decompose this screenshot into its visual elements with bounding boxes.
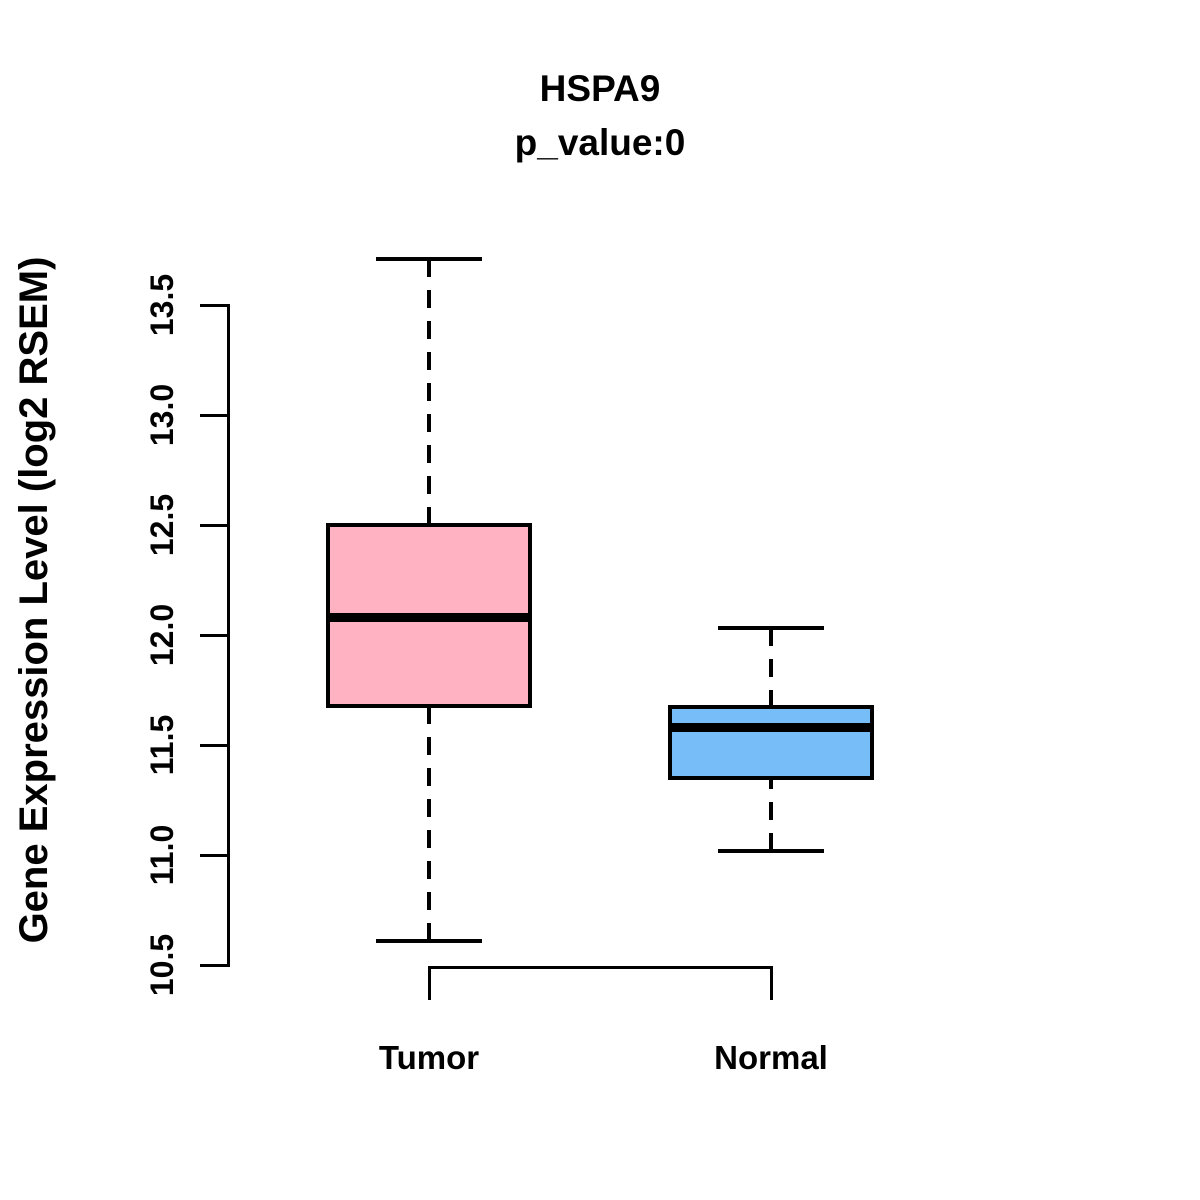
chart-title: HSPA9 <box>539 68 661 109</box>
normal-upper-whisker-line <box>769 628 773 705</box>
chart-subtitle: p_value:0 <box>514 122 686 163</box>
x-axis-tick <box>428 966 431 1000</box>
y-axis-tick <box>200 304 227 307</box>
y-axis-tick-label: 11.0 <box>144 824 180 886</box>
y-axis-label: Gene Expression Level (log2 RSEM) <box>12 256 56 944</box>
y-axis-tick-label: 11.5 <box>144 714 180 776</box>
x-axis-tick <box>770 966 773 1000</box>
tumor-upper-whisker-cap <box>376 257 482 261</box>
y-axis-tick-label: 10.5 <box>144 933 180 997</box>
y-axis-line <box>227 304 230 967</box>
x-axis-line <box>428 966 773 969</box>
y-axis-tick-label: 12.5 <box>144 493 180 557</box>
normal-lower-whisker-line <box>769 780 773 851</box>
y-axis-tick <box>200 414 227 417</box>
y-axis-tick <box>200 634 227 637</box>
y-axis-tick <box>200 524 227 527</box>
tumor-upper-whisker-line <box>427 259 431 523</box>
y-axis-tick <box>200 964 227 967</box>
tumor-lower-whisker-cap <box>376 939 482 943</box>
normal-upper-whisker-cap <box>718 626 824 630</box>
y-axis-tick-label: 13.5 <box>144 273 180 337</box>
tumor-median-line <box>326 613 532 622</box>
tumor-axis-label: Tumor <box>378 1039 480 1076</box>
y-axis-tick <box>200 744 227 747</box>
normal-box <box>668 705 874 780</box>
tumor-lower-whisker-line <box>427 708 431 941</box>
y-axis-tick-label: 13.0 <box>144 383 180 447</box>
normal-lower-whisker-cap <box>718 849 824 853</box>
normal-median-line <box>668 723 874 732</box>
y-axis-tick-label: 12.0 <box>144 603 180 667</box>
normal-axis-label: Normal <box>714 1039 828 1076</box>
y-axis-tick <box>200 854 227 857</box>
